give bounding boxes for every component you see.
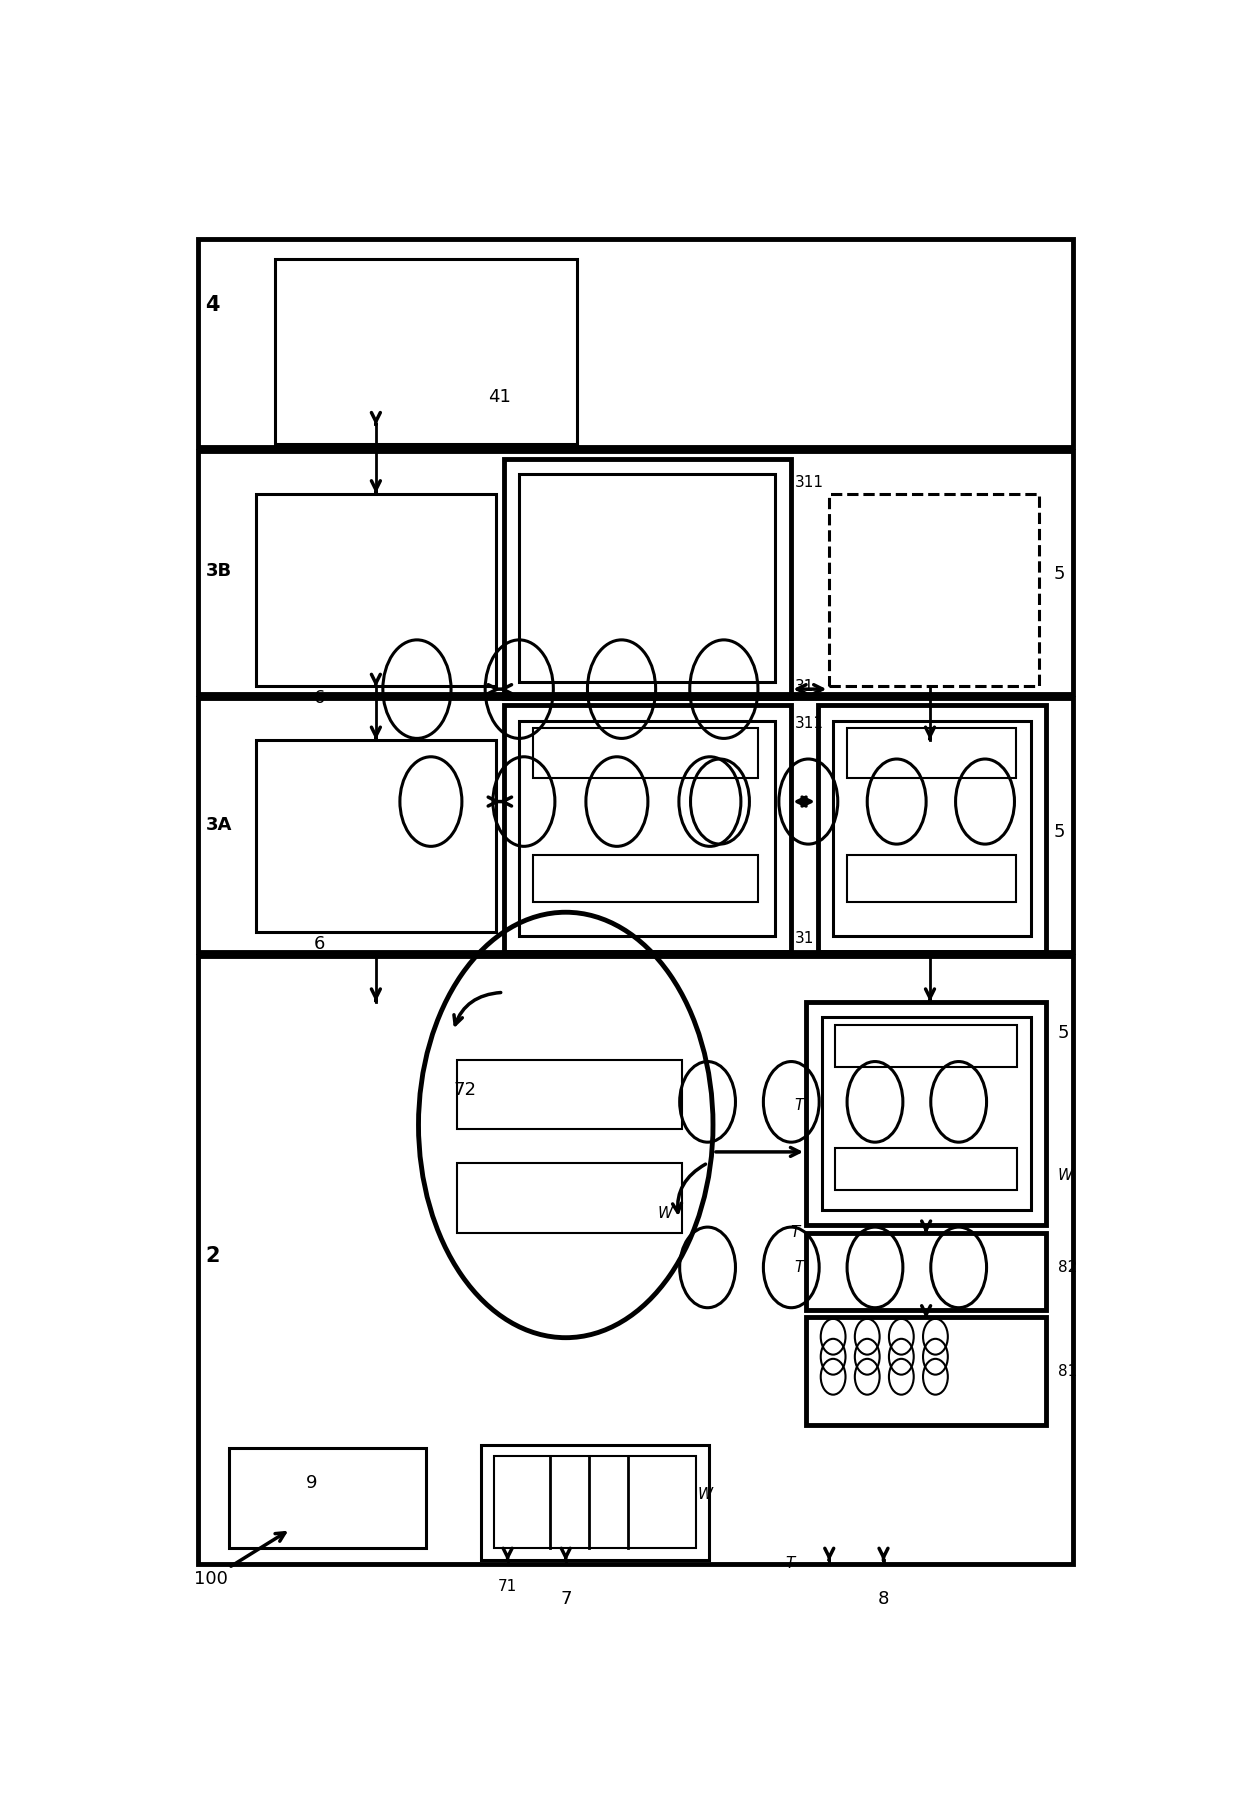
- Text: 41: 41: [489, 388, 511, 406]
- Bar: [255, 739, 496, 932]
- Bar: [520, 474, 775, 682]
- Bar: [821, 1017, 1030, 1210]
- Text: 7: 7: [560, 1590, 572, 1608]
- Bar: [533, 855, 758, 902]
- Bar: [494, 1457, 696, 1549]
- Bar: [197, 956, 1074, 1563]
- Text: W: W: [697, 1487, 713, 1502]
- Text: 72: 72: [454, 1082, 476, 1100]
- Text: 6: 6: [314, 936, 325, 954]
- Text: W: W: [1058, 1168, 1073, 1183]
- Bar: [533, 728, 758, 779]
- Text: 8: 8: [878, 1590, 889, 1608]
- Bar: [458, 1163, 682, 1233]
- Text: 100: 100: [193, 1570, 228, 1588]
- Text: 2: 2: [206, 1246, 219, 1266]
- Text: 81: 81: [1058, 1363, 1078, 1379]
- Text: 311: 311: [795, 474, 823, 489]
- Text: 9: 9: [306, 1475, 317, 1493]
- Bar: [503, 460, 791, 698]
- Bar: [481, 1444, 709, 1560]
- Text: W: W: [657, 1206, 672, 1221]
- Bar: [836, 1149, 1017, 1190]
- Bar: [836, 1024, 1017, 1067]
- Bar: [817, 705, 1047, 952]
- Bar: [197, 451, 1074, 694]
- Text: 6: 6: [314, 689, 325, 707]
- Text: 31: 31: [795, 930, 813, 947]
- Bar: [806, 1002, 1047, 1224]
- Bar: [228, 1448, 427, 1549]
- Bar: [520, 721, 775, 936]
- Text: 5: 5: [1058, 1024, 1069, 1042]
- Bar: [255, 494, 496, 687]
- Bar: [458, 1060, 682, 1129]
- Text: 31: 31: [795, 678, 813, 694]
- Text: 4: 4: [206, 296, 219, 316]
- Bar: [197, 240, 1074, 447]
- Bar: [275, 258, 578, 444]
- Bar: [197, 698, 1074, 952]
- Bar: [806, 1233, 1047, 1309]
- Text: T: T: [791, 1226, 800, 1240]
- Bar: [806, 1318, 1047, 1424]
- Bar: [847, 728, 1016, 779]
- Text: 3B: 3B: [206, 561, 232, 579]
- Text: T: T: [795, 1260, 804, 1275]
- Text: 5: 5: [1054, 824, 1065, 842]
- Bar: [503, 705, 791, 952]
- Text: T: T: [795, 1098, 804, 1112]
- Bar: [833, 721, 1030, 936]
- Text: 5: 5: [1054, 566, 1065, 584]
- Text: 82: 82: [1058, 1260, 1078, 1275]
- Text: 311: 311: [795, 716, 823, 730]
- Bar: [830, 494, 1039, 687]
- Bar: [847, 855, 1016, 902]
- Text: 3A: 3A: [206, 815, 232, 833]
- Text: T: T: [786, 1556, 795, 1572]
- Text: 71: 71: [498, 1579, 517, 1594]
